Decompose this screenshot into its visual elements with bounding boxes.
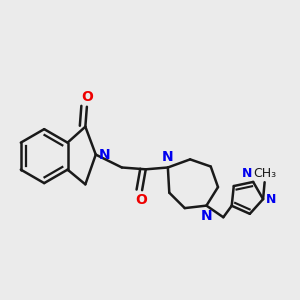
Text: N: N <box>162 150 174 164</box>
Text: N: N <box>242 167 252 180</box>
Text: CH₃: CH₃ <box>253 167 276 180</box>
Text: N: N <box>266 193 276 206</box>
Text: O: O <box>81 90 93 104</box>
Text: N: N <box>99 148 110 162</box>
Text: N: N <box>201 209 212 223</box>
Text: O: O <box>135 193 147 207</box>
